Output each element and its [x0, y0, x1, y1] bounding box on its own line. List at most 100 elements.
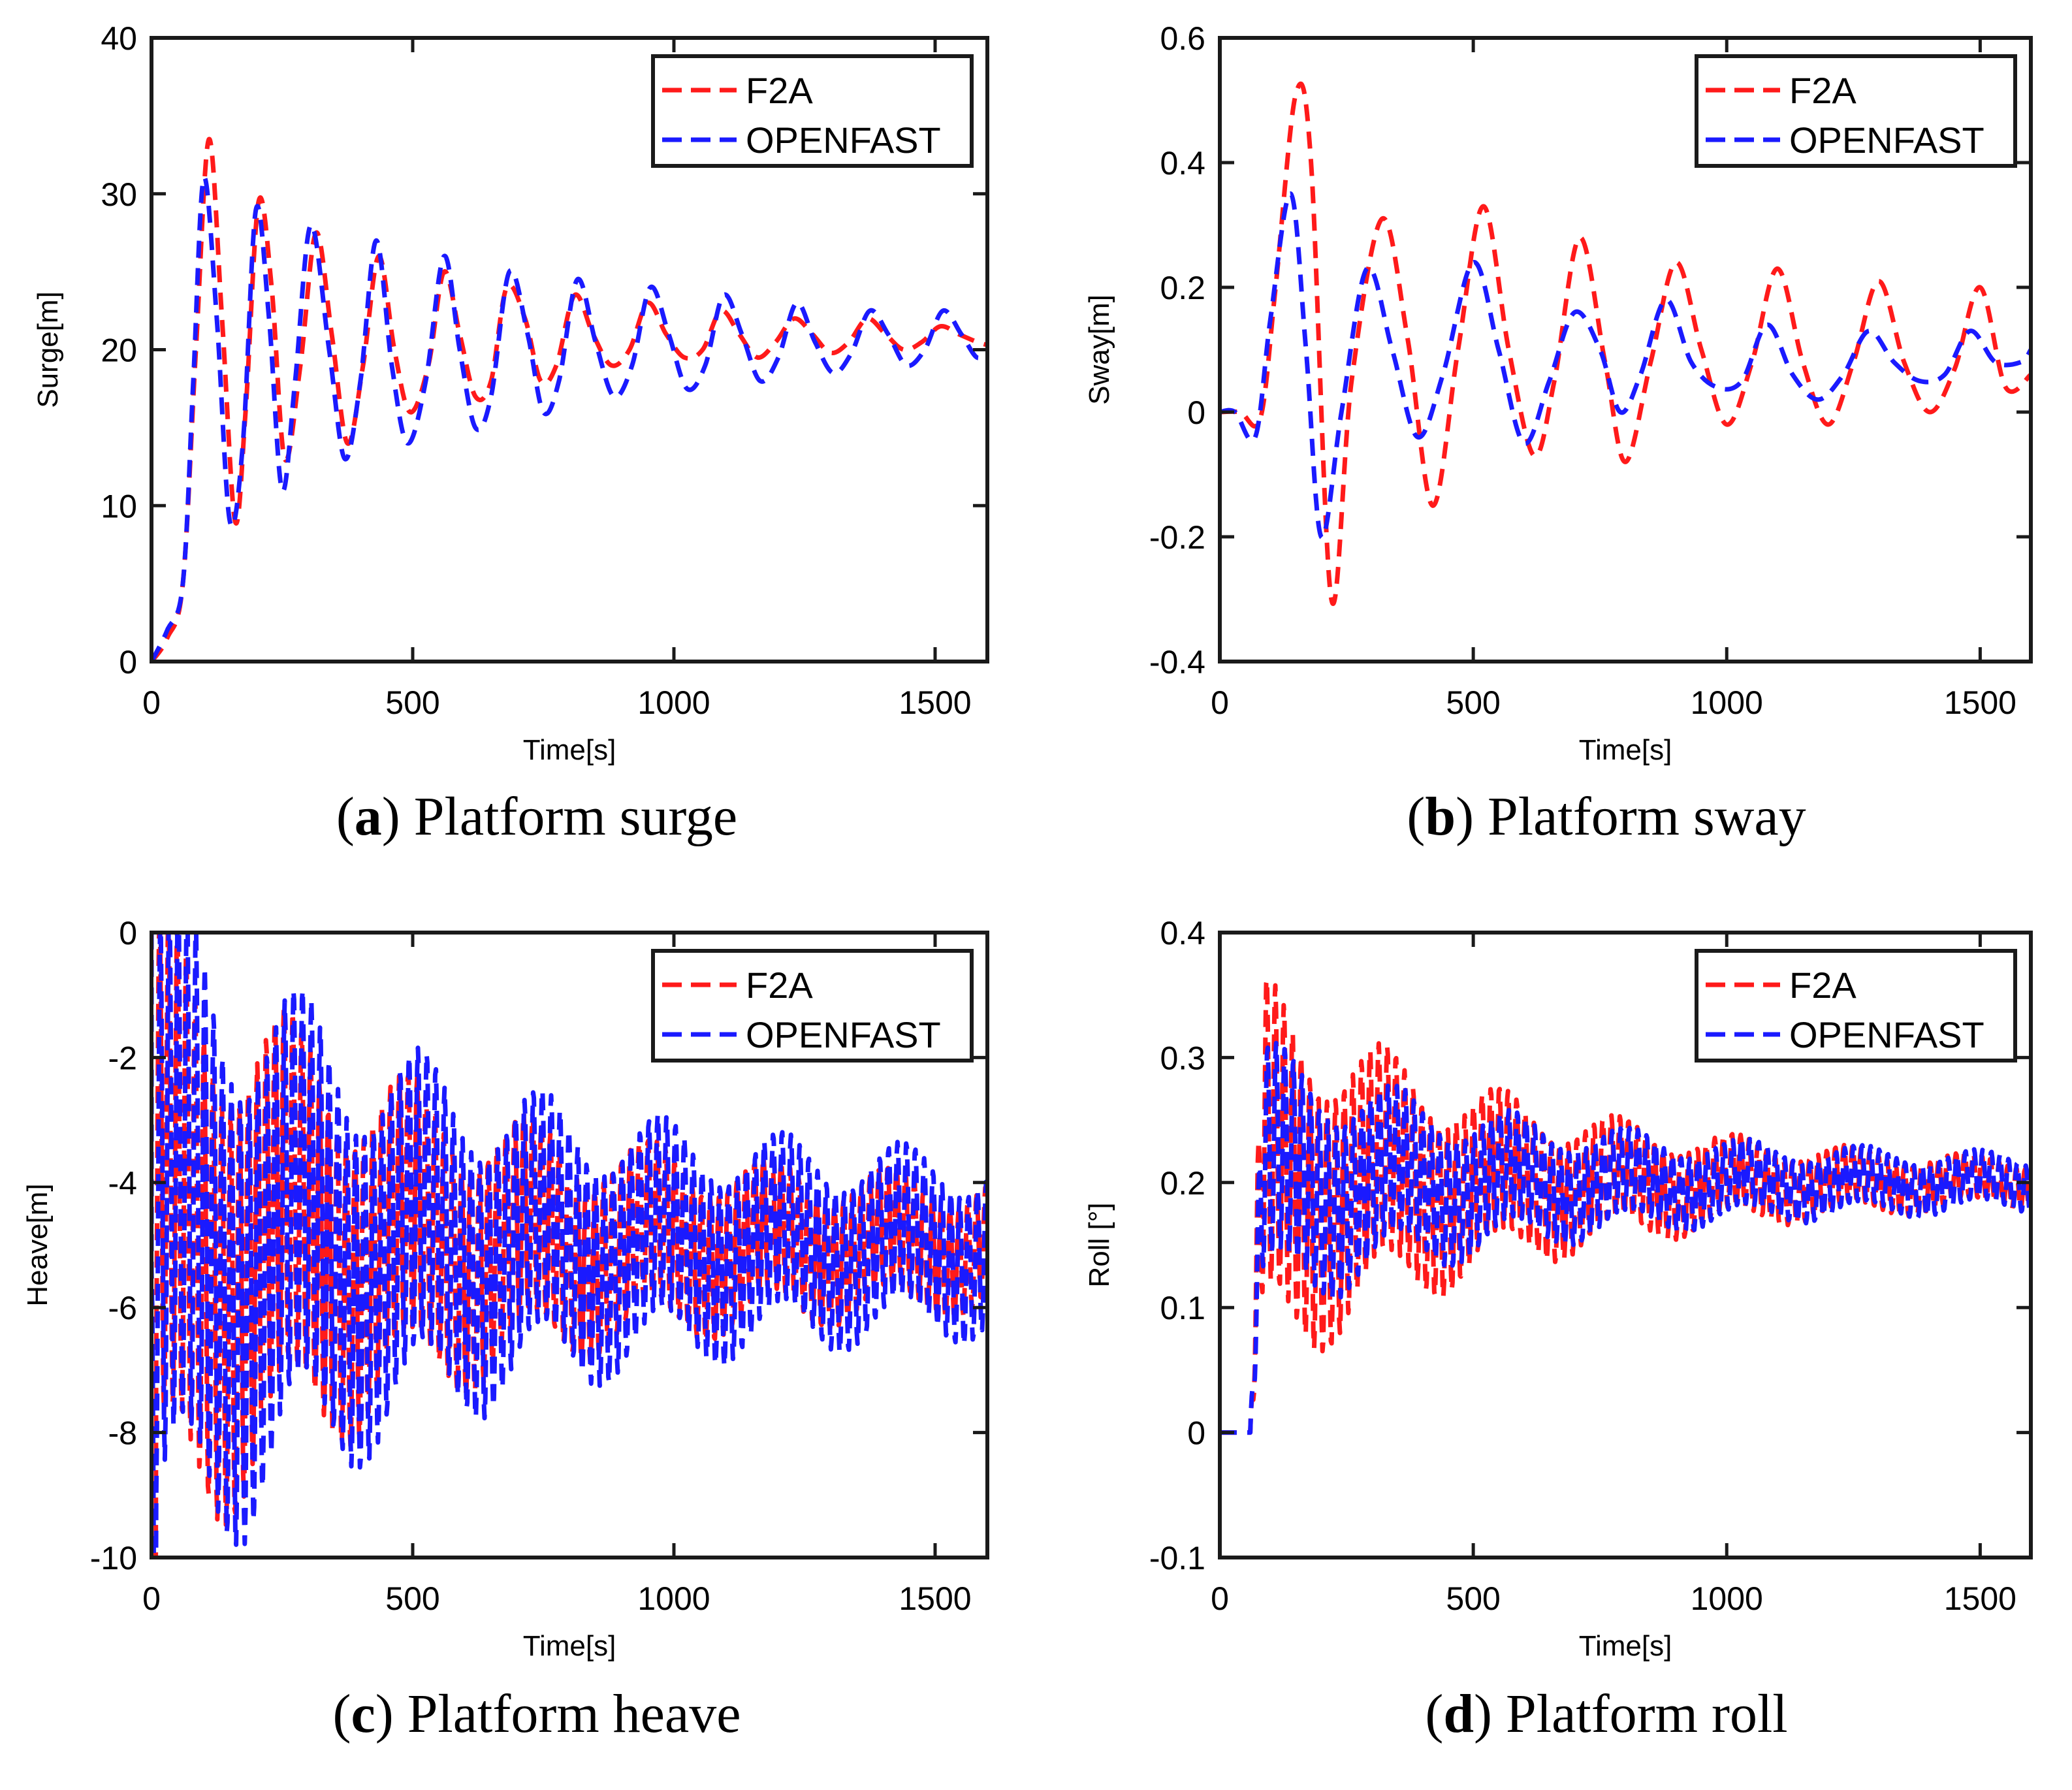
caption-letter: b [1425, 786, 1456, 847]
openfast-legend-label: OPENFAST [1789, 1014, 1984, 1055]
caption-text: Platform sway [1488, 786, 1806, 847]
chart-panel-d: 0 500 1000 1500-0.100.10.20.30.4Time[s]Roll… [1083, 915, 2033, 1744]
caption-open: ( [332, 1684, 351, 1744]
y-tick-label: -4 [108, 1165, 137, 1202]
y-axis-label: Heave[m] [22, 1183, 54, 1306]
y-tick-label: 20 [101, 332, 137, 369]
openfast-series-line [151, 933, 987, 1558]
y-tick-label: 0.4 [1160, 145, 1205, 182]
caption-text: Platform surge [414, 786, 737, 847]
panel-caption: (c) Platform heave [332, 1684, 741, 1744]
series-group [151, 136, 987, 662]
openfast-legend-label: OPENFAST [1789, 120, 1984, 161]
f2a-legend-label: F2A [746, 70, 813, 111]
x-tick-label: 500 [385, 684, 439, 721]
y-tick-label: 0.1 [1160, 1290, 1205, 1326]
y-tick-label: 0.2 [1160, 1165, 1205, 1202]
x-tick-label: 1500 [1944, 684, 2016, 721]
f2a-legend-label: F2A [1789, 70, 1857, 111]
panel-caption: (a) Platform surge [336, 786, 737, 847]
y-tick-label: -0.1 [1149, 1540, 1205, 1576]
x-tick-label: 1500 [1944, 1580, 2016, 1617]
caption-space [1492, 1684, 1506, 1744]
series-group [1220, 81, 2031, 606]
y-tick-label: 10 [101, 488, 137, 524]
y-tick-label: 0.6 [1160, 20, 1205, 57]
chart-panel-a: 0 500 1000 1500 0 10 20 30 40 Time[s] Surge[m] F2A O… [32, 20, 989, 847]
caption-open: ( [1407, 786, 1425, 847]
y-tick-label: 0 [119, 644, 137, 680]
openfast-series-line [1220, 1040, 2031, 1435]
caption-close: ) [375, 1684, 394, 1744]
y-axis-label: Sway[m] [1083, 295, 1115, 405]
f2a-legend-label: F2A [1789, 965, 1857, 1006]
x-axis-label: Time[s] [523, 1630, 616, 1662]
x-tick-label: 1500 [899, 684, 971, 721]
legend: F2A OPENFAST [1695, 54, 2017, 168]
x-tick-label: 500 [1446, 684, 1500, 721]
caption-text: Platform heave [407, 1684, 741, 1744]
y-tick-label: 40 [101, 20, 137, 57]
x-tick-label: 500 [1446, 1580, 1500, 1617]
x-tick-label: 0 [1211, 1580, 1229, 1617]
axes-frame [150, 931, 989, 1559]
y-tick-label: -0.2 [1149, 519, 1205, 556]
legend: F2A OPENFAST [651, 949, 974, 1063]
series-group [151, 933, 987, 1558]
y-tick-label: -6 [108, 1290, 137, 1326]
panel-caption: (b) Platform sway [1407, 786, 1806, 847]
x-axis-label: Time[s] [1579, 1630, 1672, 1662]
openfast-series-line [151, 175, 987, 662]
y-tick-label: 0 [119, 915, 137, 951]
x-tick-label: 1500 [899, 1580, 971, 1617]
y-tick-label: 0.2 [1160, 270, 1205, 306]
x-tick-label: 1000 [637, 684, 710, 721]
caption-letter: c [351, 1684, 375, 1744]
x-tick-label: 0 [1211, 684, 1229, 721]
panel-caption: (d) Platform roll [1425, 1684, 1787, 1744]
y-tick-label: 0 [1187, 394, 1205, 431]
caption-space [400, 786, 414, 847]
y-tick-label: 0 [1187, 1415, 1205, 1452]
axes-frame [1218, 36, 2033, 663]
caption-open: ( [1425, 1684, 1443, 1744]
legend-box [651, 54, 974, 168]
openfast-legend-label: OPENFAST [746, 1014, 941, 1055]
y-tick-label: 30 [101, 176, 137, 213]
f2a-series-line [1220, 81, 2031, 606]
caption-text: Platform roll [1506, 1684, 1788, 1744]
legend-box [1695, 54, 2017, 168]
y-tick-label: -2 [108, 1040, 137, 1076]
y-tick-label: 0.4 [1160, 915, 1205, 951]
chart-panel-b: 0 500 1000 1500 -0.4 -0.2 0 0.2 0.4 0.6 Time[s] Swa… [1083, 20, 2033, 847]
caption-space [394, 1684, 407, 1744]
x-axis-label: Time[s] [523, 734, 616, 766]
x-tick-label: 1000 [1691, 684, 1763, 721]
y-axis-label: Surge[m] [32, 291, 64, 408]
caption-close: ) [1456, 786, 1474, 847]
legend-box [1695, 949, 2017, 1063]
y-tick-label: -0.4 [1149, 644, 1205, 680]
f2a-series-line [151, 136, 987, 662]
y-tick-label: 0.3 [1160, 1040, 1205, 1076]
chart-panel-c: 0 500 1000 1500 -10 -8 -6 -4 -2 0 Time[s] Heave[m] F… [22, 915, 989, 1744]
caption-letter: d [1443, 1684, 1474, 1744]
openfast-series-line [1220, 191, 2031, 540]
x-tick-label: 500 [385, 1580, 439, 1617]
y-tick-label: -8 [108, 1415, 137, 1452]
x-tick-label: 0 [142, 1580, 161, 1617]
x-axis-label: Time[s] [1579, 734, 1672, 766]
axes-frame [1218, 931, 2033, 1559]
legend: F2A OPENFAST [651, 54, 974, 168]
y-tick-label: -10 [90, 1540, 137, 1576]
x-tick-label: 1000 [1691, 1580, 1763, 1617]
caption-space [1474, 786, 1488, 847]
f2a-legend-label: F2A [746, 965, 813, 1006]
x-tick-label: 0 [142, 684, 161, 721]
caption-letter: a [355, 786, 382, 847]
x-tick-label: 1000 [637, 1580, 710, 1617]
openfast-legend-label: OPENFAST [746, 120, 941, 161]
caption-close: ) [1474, 1684, 1492, 1744]
legend: F2A OPENFAST [1695, 949, 2017, 1063]
caption-close: ) [382, 786, 400, 847]
